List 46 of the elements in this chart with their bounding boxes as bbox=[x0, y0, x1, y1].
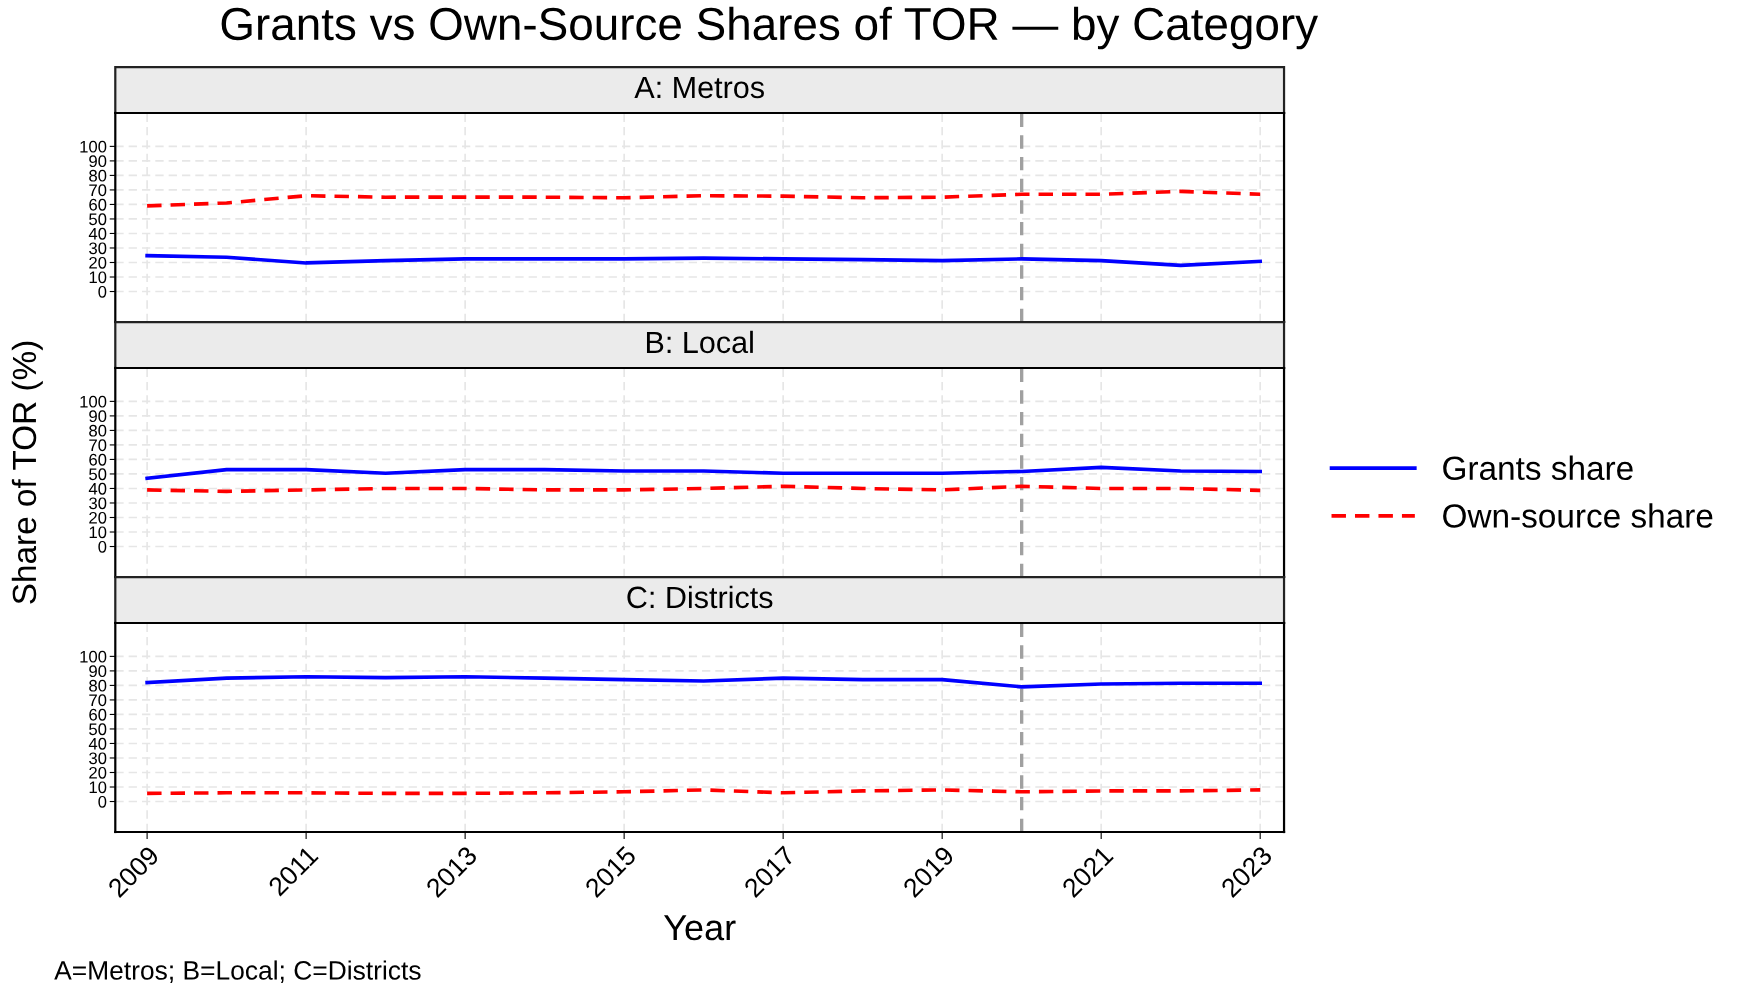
y-tick-label: 20 bbox=[89, 766, 107, 779]
y-tick-label: 70 bbox=[89, 694, 107, 707]
y-tick-label: 0 bbox=[98, 540, 107, 553]
y-tick-label: 60 bbox=[89, 708, 107, 721]
y-tick-label: 100 bbox=[80, 650, 107, 663]
y-tick-label: 10 bbox=[89, 526, 107, 539]
y-tick-label: 50 bbox=[89, 723, 107, 736]
chart-subtitle: C: Districts bbox=[627, 585, 773, 609]
y-tick-label: 10 bbox=[89, 271, 107, 284]
y-tick-label: 50 bbox=[89, 213, 107, 226]
y-tick-label: 20 bbox=[89, 256, 107, 269]
line-series bbox=[145, 674, 1262, 689]
y-tick-label: 70 bbox=[89, 439, 107, 452]
y-tick-label: 80 bbox=[89, 424, 107, 437]
legend-label: Own-source share bbox=[1443, 503, 1713, 528]
y-tick-label: 40 bbox=[88, 227, 107, 240]
y-tick-label: 30 bbox=[89, 242, 107, 255]
chart-subtitle: B: Local bbox=[646, 330, 753, 354]
y-tick-label: 90 bbox=[89, 410, 107, 423]
y-tick-label: 40 bbox=[88, 737, 107, 750]
y-tick-label: 30 bbox=[89, 497, 107, 510]
y-tick-label: 20 bbox=[89, 511, 107, 524]
y-tick-label: 30 bbox=[89, 752, 107, 765]
y-tick-label: 90 bbox=[89, 665, 107, 678]
x-axis-title: Year bbox=[663, 915, 736, 941]
line-series bbox=[145, 253, 1262, 268]
y-tick-label: 60 bbox=[89, 453, 107, 466]
y-tick-label: 90 bbox=[89, 155, 107, 168]
y-tick-label: 40 bbox=[88, 482, 107, 495]
y-tick-label: 10 bbox=[89, 781, 107, 794]
chart-subtitle: A: Metros bbox=[634, 76, 764, 99]
y-tick-label: 100 bbox=[80, 395, 107, 408]
y-tick-label: 0 bbox=[98, 795, 107, 808]
line-series bbox=[145, 189, 1262, 208]
y-tick-label: 80 bbox=[89, 169, 107, 182]
y-tick-label: 60 bbox=[89, 198, 107, 211]
y-axis-title: Share of TOR (%) bbox=[11, 341, 43, 604]
legend-label: Grants share bbox=[1443, 455, 1633, 481]
y-tick-label: 100 bbox=[80, 140, 107, 153]
y-tick-label: 80 bbox=[89, 679, 107, 692]
line-series bbox=[145, 465, 1262, 481]
text: A=Metros; B=Local; C=Districts bbox=[54, 960, 421, 983]
chart-title: Grants vs Own-Source Shares of TOR — by Category bbox=[221, 6, 1319, 50]
y-tick-label: 70 bbox=[89, 184, 107, 197]
y-tick-label: 50 bbox=[89, 468, 107, 481]
y-tick-label: 0 bbox=[98, 285, 107, 298]
